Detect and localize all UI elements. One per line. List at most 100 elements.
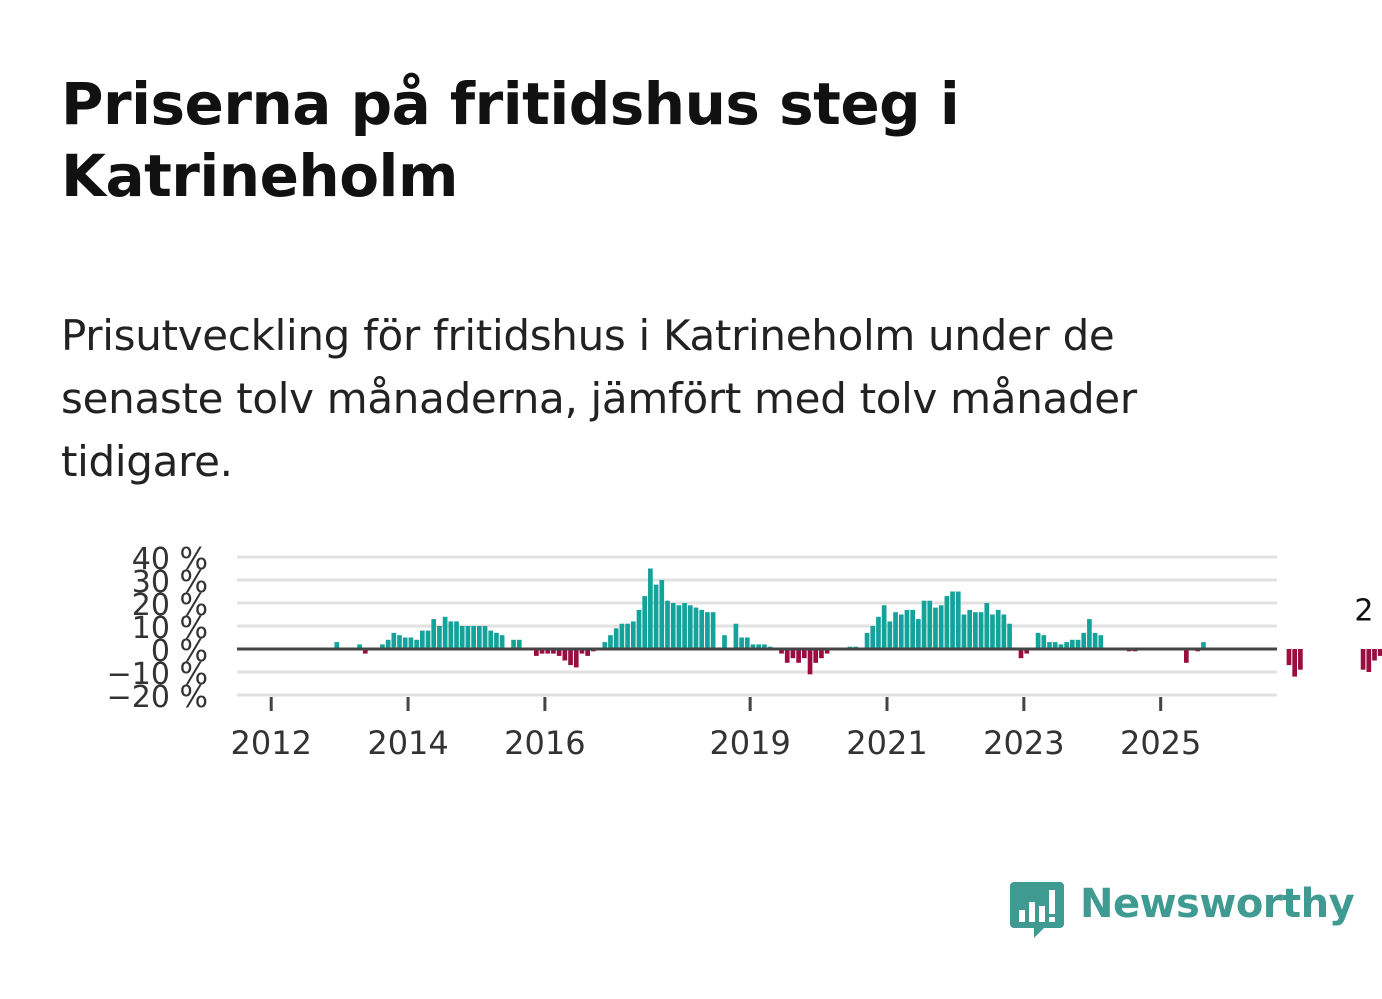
bar — [887, 621, 893, 649]
bar — [1069, 639, 1075, 649]
bar — [864, 632, 870, 649]
x-tick-label: 2014 — [367, 724, 448, 762]
bar — [659, 580, 665, 649]
bar — [1292, 649, 1298, 677]
brand-name: Newsworthy — [1080, 881, 1355, 927]
bar — [585, 649, 590, 656]
bar — [1081, 632, 1087, 649]
bar — [391, 632, 397, 649]
bar — [397, 635, 402, 649]
bar — [545, 649, 551, 654]
bar — [733, 623, 739, 649]
bar — [499, 635, 505, 649]
bar — [573, 649, 579, 668]
bar — [984, 603, 990, 649]
bar — [750, 644, 756, 649]
bar — [955, 591, 961, 649]
bar — [1087, 619, 1092, 649]
bar — [642, 596, 648, 649]
bar — [568, 649, 573, 666]
bar — [927, 600, 933, 649]
x-tick-label: 2016 — [504, 724, 585, 762]
bar — [881, 605, 887, 649]
bar — [1064, 642, 1069, 649]
bar — [539, 649, 545, 654]
bar — [1047, 642, 1052, 649]
bar — [699, 609, 705, 649]
y-tick-label: 0 % — [151, 634, 208, 669]
bar — [705, 612, 710, 649]
bar — [402, 637, 408, 649]
bar — [990, 614, 995, 649]
bar — [756, 644, 762, 649]
bar — [357, 644, 362, 649]
bar — [653, 584, 659, 649]
bar — [921, 600, 927, 649]
price-change-chart: −20 %−10 %0 %10 %20 %30 %40 % 2012 2014 20… — [107, 542, 1382, 762]
bar — [1058, 644, 1064, 649]
bar — [813, 649, 819, 663]
bar — [819, 649, 824, 659]
bar — [476, 626, 482, 649]
bar — [408, 637, 414, 649]
bar — [876, 616, 881, 649]
bar — [619, 623, 625, 649]
bar — [779, 649, 784, 654]
bar — [801, 649, 807, 659]
bar — [676, 605, 682, 649]
bar — [579, 649, 585, 654]
bar — [1052, 642, 1058, 649]
bar — [1035, 632, 1041, 649]
y-tick-label: −10 % — [107, 657, 208, 692]
bar — [556, 649, 562, 656]
bar — [516, 639, 522, 649]
bar — [419, 630, 425, 649]
bar — [670, 603, 676, 649]
bar — [904, 609, 910, 649]
bar — [380, 644, 385, 649]
bar — [602, 642, 608, 649]
bar — [995, 609, 1001, 649]
bar — [950, 591, 955, 649]
bar — [739, 637, 744, 649]
bar — [636, 609, 642, 649]
bar — [1377, 649, 1382, 656]
bar — [334, 642, 340, 649]
bar-series — [334, 568, 1382, 677]
bar — [687, 605, 693, 649]
newsworthy-chart-icon — [1010, 882, 1064, 938]
bar — [784, 649, 790, 663]
bar — [425, 630, 431, 649]
bar — [933, 607, 938, 649]
bar — [1372, 649, 1377, 661]
last-value-label-bg — [1352, 594, 1382, 631]
bar — [1018, 649, 1024, 659]
bar — [967, 609, 973, 649]
bar — [893, 612, 898, 649]
bar — [613, 628, 619, 649]
x-tick-label: 2021 — [846, 724, 927, 762]
bar — [910, 609, 915, 649]
y-tick-label: 30 % — [132, 565, 208, 600]
y-tick-label: −20 % — [107, 680, 208, 715]
bar — [807, 649, 813, 675]
bar — [898, 614, 904, 649]
bar — [916, 619, 921, 649]
bar — [938, 605, 944, 649]
y-tick-label: 40 % — [132, 542, 208, 577]
bar — [625, 623, 630, 649]
bar — [824, 649, 830, 654]
bar — [790, 649, 796, 659]
bar — [961, 614, 967, 649]
bar — [1007, 623, 1012, 649]
x-tick-label: 2019 — [709, 724, 790, 762]
x-tick-label: 2025 — [1120, 724, 1201, 762]
bar — [870, 626, 876, 649]
bar — [1360, 649, 1366, 670]
bar — [534, 649, 539, 656]
bar — [648, 568, 653, 649]
bar — [1001, 614, 1007, 649]
bar — [796, 649, 801, 663]
bar — [431, 619, 437, 649]
chart-title: Priserna på fritidshus steg i Katrinehol… — [61, 70, 960, 210]
